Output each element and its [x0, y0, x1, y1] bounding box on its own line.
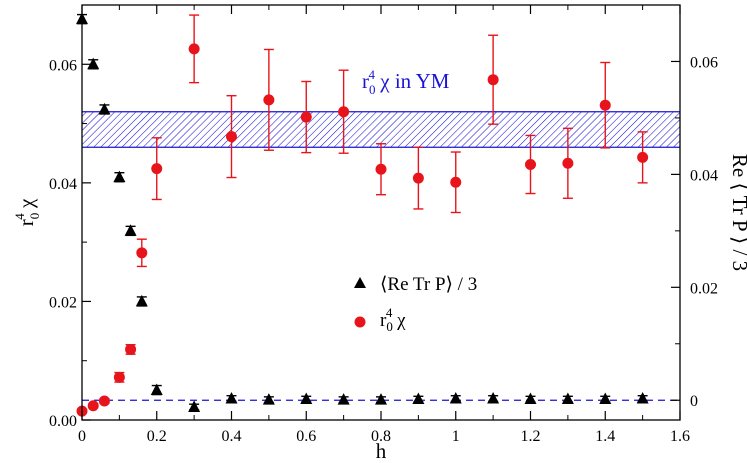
chi-point — [637, 151, 649, 163]
polyakov-point — [262, 393, 275, 405]
polyakov-point — [98, 102, 111, 115]
polyakov-point — [150, 383, 163, 396]
legend: ⟨Re Tr P⟩ / 3 r04 χ — [354, 274, 477, 334]
y-left-tick-label: 0.00 — [49, 413, 77, 430]
polyakov-point — [87, 57, 100, 70]
y-right-axis-title: Re ⟨ Tr P ⟩ / 3 — [728, 154, 747, 271]
y-right-tick-label: 0.04 — [690, 167, 718, 184]
chi-point — [136, 247, 148, 259]
x-tick-label: 0.2 — [147, 428, 167, 445]
legend-triangle-marker — [354, 277, 366, 288]
y-right-tick-label: 0 — [690, 393, 698, 410]
polyakov-point — [375, 393, 387, 405]
series-layer — [76, 12, 649, 417]
tick-layer: 0 0.2 0.4 0.6 0.8 1 1.2 1.4 1.6 0.00 0.02 0.04 0.06 0… — [49, 4, 718, 445]
chi-point — [226, 131, 237, 143]
chi-point — [300, 111, 312, 123]
polyakov-point — [225, 391, 238, 404]
chi-point — [151, 163, 163, 175]
chi-point — [188, 43, 200, 55]
legend-circle-marker — [354, 316, 366, 328]
chi-point — [87, 400, 99, 412]
chi-point — [487, 74, 499, 86]
polyakov-point — [337, 393, 350, 405]
chi-point — [599, 99, 611, 111]
plot-frame — [81, 4, 681, 421]
chi-point — [113, 371, 125, 383]
polyakov-point — [188, 400, 201, 412]
legend-label-chi: r04 χ — [380, 305, 406, 334]
chi-point — [375, 163, 387, 175]
polyakov-point — [135, 294, 148, 307]
series-triangle — [76, 12, 649, 412]
chi-point — [338, 106, 350, 118]
series-circle — [76, 14, 649, 417]
x-tick-label: 1.2 — [521, 428, 541, 445]
chi-point — [525, 158, 536, 170]
polyakov-point — [599, 392, 612, 405]
polyakov-point — [561, 392, 574, 405]
polyakov-point — [124, 224, 137, 236]
legend-label-polyakov: ⟨Re Tr P⟩ / 3 — [380, 274, 477, 295]
y-right-tick-label: 0.06 — [690, 54, 718, 71]
polyakov-point — [113, 170, 126, 183]
y-left-tick-label: 0.02 — [49, 294, 77, 311]
polyakov-point — [300, 392, 313, 405]
chi-point — [562, 157, 574, 169]
chi-point — [263, 94, 275, 106]
polyakov-point — [487, 391, 500, 404]
y-left-tick-label: 0.06 — [49, 57, 77, 74]
x-tick-label: 1.6 — [670, 428, 690, 445]
polyakov-point — [524, 392, 537, 405]
y-right-tick-label: 0.02 — [690, 280, 718, 297]
ym-band: r04 χ in YM — [82, 67, 680, 148]
y-left-axis-title: r04 χ — [12, 198, 42, 226]
chi-point — [412, 172, 424, 184]
x-tick-label: 1 — [452, 428, 460, 445]
polyakov-point — [449, 391, 462, 404]
polyakov-point — [412, 392, 425, 405]
polyakov-point — [636, 391, 649, 404]
y-left-tick-label: 0.04 — [49, 176, 77, 193]
ym-band-label: r04 χ in YM — [362, 67, 450, 97]
x-tick-label: 1.4 — [595, 428, 615, 445]
ym-band-hatch — [82, 111, 680, 148]
x-tick-label: 0.8 — [371, 428, 391, 445]
chi-point — [98, 395, 110, 407]
x-tick-label: 0 — [78, 428, 86, 445]
chi-point — [125, 343, 137, 355]
x-tick-label: 0.4 — [222, 428, 242, 445]
x-axis-title: h — [376, 439, 387, 463]
x-tick-label: 0.6 — [296, 428, 316, 445]
chi-point — [450, 176, 462, 188]
